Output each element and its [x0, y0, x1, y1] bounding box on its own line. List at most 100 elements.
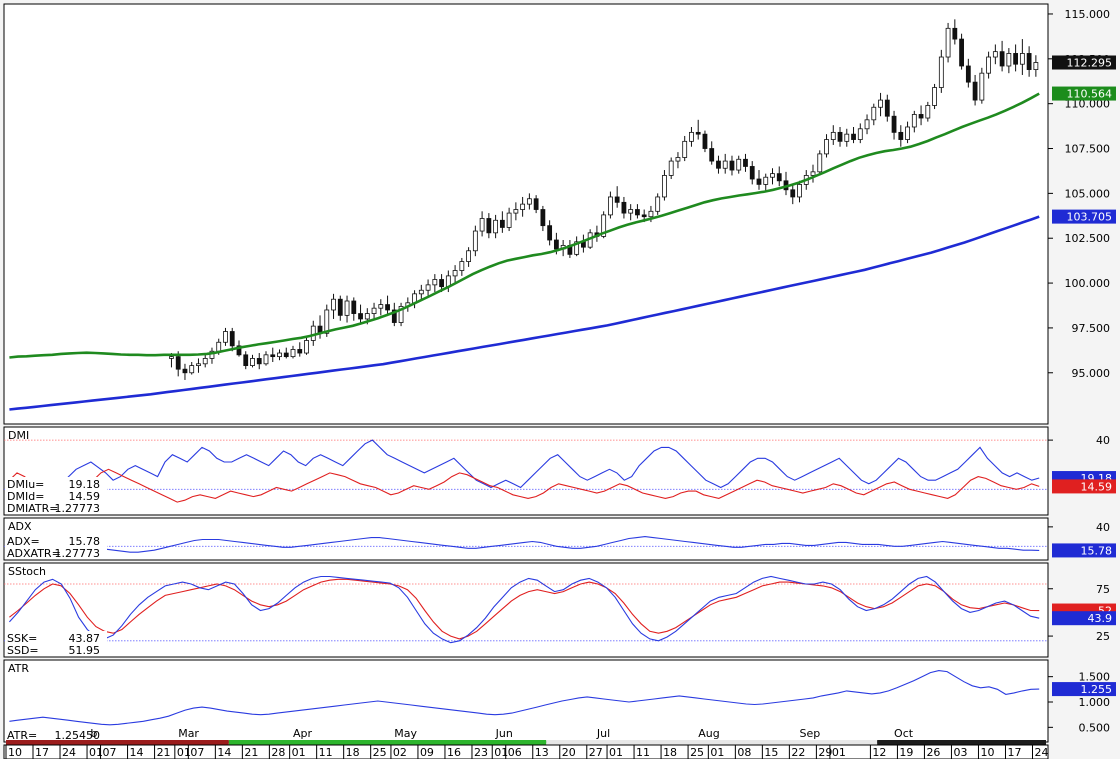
candle-body-down	[749, 166, 755, 180]
x-axis-color-segment	[546, 740, 878, 745]
candle-body-down	[635, 209, 640, 216]
candle	[959, 33, 964, 70]
x-axis-day-label: 27	[589, 746, 603, 759]
candle	[655, 193, 661, 215]
candle	[628, 204, 634, 221]
x-axis-day-label: 25	[373, 746, 387, 759]
candle-body-down	[972, 81, 978, 101]
candle	[229, 327, 235, 352]
candle	[722, 153, 728, 174]
price-y-tick-label: 102.500	[1065, 232, 1111, 245]
x-axis-day-label: 10	[8, 746, 22, 759]
panel-plot-area	[3, 659, 1049, 743]
candle-body-down	[256, 358, 262, 365]
x-axis-day-label: 17	[35, 746, 49, 759]
candle	[918, 105, 924, 126]
candle-body-down	[533, 198, 539, 210]
candle-body-up	[324, 309, 330, 334]
x-axis-day-label: 14	[130, 746, 144, 759]
candle	[756, 170, 762, 190]
x-axis-day-label: 01	[292, 746, 306, 759]
candle	[905, 121, 910, 144]
x-axis-day-label: 09	[420, 746, 434, 759]
panel-readout-label: ADXATR=	[7, 547, 61, 560]
candle-body-up	[911, 114, 917, 128]
candle-body-down	[553, 239, 559, 250]
candle-body-up	[689, 131, 694, 142]
panel-y-tick-label: 1.000	[1079, 696, 1111, 709]
candle	[729, 155, 735, 176]
candle	[256, 353, 262, 370]
x-axis-day-label: 29	[818, 746, 832, 759]
x-axis-month-label: Sep	[800, 727, 821, 740]
panel-readout-value: 15.78	[69, 535, 101, 548]
candle-body-up	[304, 340, 309, 354]
price-y-tick-label: 110.000	[1065, 98, 1111, 111]
candle-body-down	[175, 356, 181, 370]
price-badge-label: 112.295	[1067, 56, 1113, 69]
candle	[695, 119, 701, 140]
panel-title: ATR	[8, 662, 29, 675]
candle	[776, 166, 782, 187]
x-axis-day-label: 11	[636, 746, 650, 759]
candle	[682, 135, 688, 162]
candle	[952, 19, 958, 45]
candle	[1026, 46, 1032, 77]
price-panel: 95.000 97.500 100.000 102.500 105.000 107.500…	[3, 3, 1116, 425]
panel-readout-label: SSK=	[7, 632, 37, 645]
panel-plot-area	[3, 562, 1049, 658]
candle	[608, 191, 613, 219]
candle	[884, 94, 890, 122]
candle-body-up	[277, 352, 282, 358]
x-axis-day-label: 02	[393, 746, 407, 759]
candle-body-down	[729, 160, 735, 171]
candle-body-up	[506, 212, 512, 228]
price-candles	[169, 19, 1039, 380]
candle	[878, 92, 883, 117]
candle-body-down	[547, 225, 553, 241]
candle	[965, 58, 971, 88]
x-axis-day-label: 03	[953, 746, 967, 759]
x-axis-day-label: 18	[346, 746, 360, 759]
candle-body-down	[614, 196, 620, 203]
candle-body-up	[655, 196, 661, 212]
price-badge-box	[1052, 86, 1116, 101]
candle-body-up	[216, 341, 222, 352]
candle-body-up	[459, 261, 465, 271]
candle-body-up	[1033, 62, 1039, 70]
candle-body-up	[1006, 53, 1012, 67]
candle-body-up	[810, 171, 816, 176]
candle	[270, 347, 276, 363]
candle	[385, 295, 390, 314]
candle-body-down	[918, 114, 924, 119]
candle-body-up	[432, 279, 438, 286]
candle-body-up	[398, 305, 404, 323]
panel-dmi-line-1	[9, 468, 1040, 503]
candle	[337, 295, 343, 321]
x-axis-color-segment	[228, 740, 547, 745]
x-axis-day-label: 16	[447, 746, 461, 759]
x-axis-day-label: 14	[217, 746, 231, 759]
panel-y-tick-label: 40	[1096, 521, 1110, 534]
candle	[675, 152, 681, 169]
x-axis-month-label: b	[90, 727, 97, 740]
candle	[938, 49, 944, 93]
candle	[716, 155, 721, 174]
x-axis-day-label: 21	[157, 746, 171, 759]
candle-body-up	[425, 284, 431, 291]
candle-body-up	[513, 209, 519, 214]
candle-body-down	[337, 298, 343, 316]
candle-body-up	[844, 133, 850, 142]
panel-plot-area	[3, 426, 1049, 516]
candle-body-up	[371, 307, 377, 314]
candle	[911, 110, 917, 133]
candle	[1013, 44, 1019, 72]
candle-body-down	[959, 38, 964, 67]
candle-body-up	[223, 331, 228, 343]
candle-body-down	[229, 331, 235, 347]
price-badge: 112.295	[1052, 55, 1116, 70]
x-axis-day-label: 12	[872, 746, 886, 759]
panel-atr: ATR ATR= 1.25450 1.500 1.000 0.500 1.255	[3, 659, 1116, 743]
